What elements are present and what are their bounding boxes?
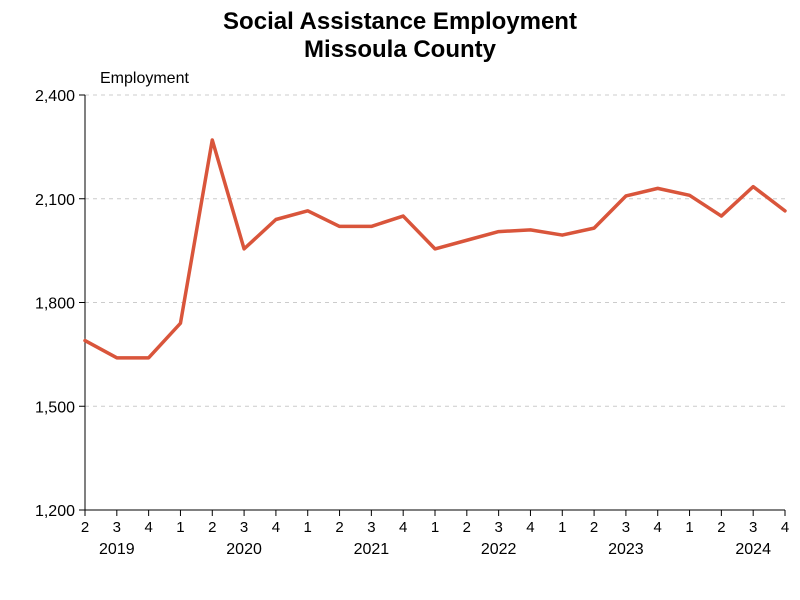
x-tick-label-quarter: 3 bbox=[367, 519, 375, 536]
x-tick-label-year: 2021 bbox=[354, 541, 390, 558]
x-tick-label-quarter: 2 bbox=[335, 519, 343, 536]
x-tick-label-quarter: 4 bbox=[654, 519, 662, 536]
x-tick-label-quarter: 2 bbox=[463, 519, 471, 536]
x-tick-label-quarter: 4 bbox=[781, 519, 789, 536]
x-tick-label-quarter: 4 bbox=[526, 519, 534, 536]
x-tick-label-year: 2019 bbox=[99, 541, 135, 558]
x-tick-label-quarter: 1 bbox=[558, 519, 566, 536]
x-tick-label-quarter: 1 bbox=[685, 519, 693, 536]
y-tick-label: 1,500 bbox=[35, 399, 75, 416]
x-tick-label-quarter: 3 bbox=[113, 519, 121, 536]
x-tick-label-year: 2020 bbox=[226, 541, 262, 558]
x-tick-label-quarter: 1 bbox=[176, 519, 184, 536]
x-tick-label-year: 2022 bbox=[481, 541, 517, 558]
chart-container: Social Assistance Employment Missoula Co… bbox=[0, 0, 800, 600]
x-tick-label-quarter: 2 bbox=[208, 519, 216, 536]
x-tick-label-quarter: 3 bbox=[240, 519, 248, 536]
y-tick-label: 1,800 bbox=[35, 296, 75, 313]
x-tick-label-quarter: 3 bbox=[494, 519, 502, 536]
y-tick-label: 2,400 bbox=[35, 88, 75, 105]
x-tick-label-quarter: 2 bbox=[717, 519, 725, 536]
x-tick-label-quarter: 3 bbox=[622, 519, 630, 536]
x-tick-label-quarter: 1 bbox=[304, 519, 312, 536]
x-tick-label-quarter: 4 bbox=[399, 519, 407, 536]
y-tick-label: 1,200 bbox=[35, 503, 75, 520]
chart-svg: 1,200 1,500 1,800 2,100 2,400 2 3 4 1 2 3 4 1 2 3 4 1 2 3 4… bbox=[0, 0, 800, 600]
x-tick-label-quarter: 3 bbox=[749, 519, 757, 536]
x-tick-label-quarter: 1 bbox=[431, 519, 439, 536]
x-tick-label-quarter: 4 bbox=[272, 519, 280, 536]
x-tick-label-year: 2024 bbox=[735, 541, 771, 558]
data-line bbox=[85, 140, 785, 358]
x-tick-label-quarter: 2 bbox=[81, 519, 89, 536]
y-tick-label: 2,100 bbox=[35, 192, 75, 209]
x-tick-label-quarter: 2 bbox=[590, 519, 598, 536]
x-tick-label-year: 2023 bbox=[608, 541, 644, 558]
x-tick-label-quarter: 4 bbox=[144, 519, 152, 536]
